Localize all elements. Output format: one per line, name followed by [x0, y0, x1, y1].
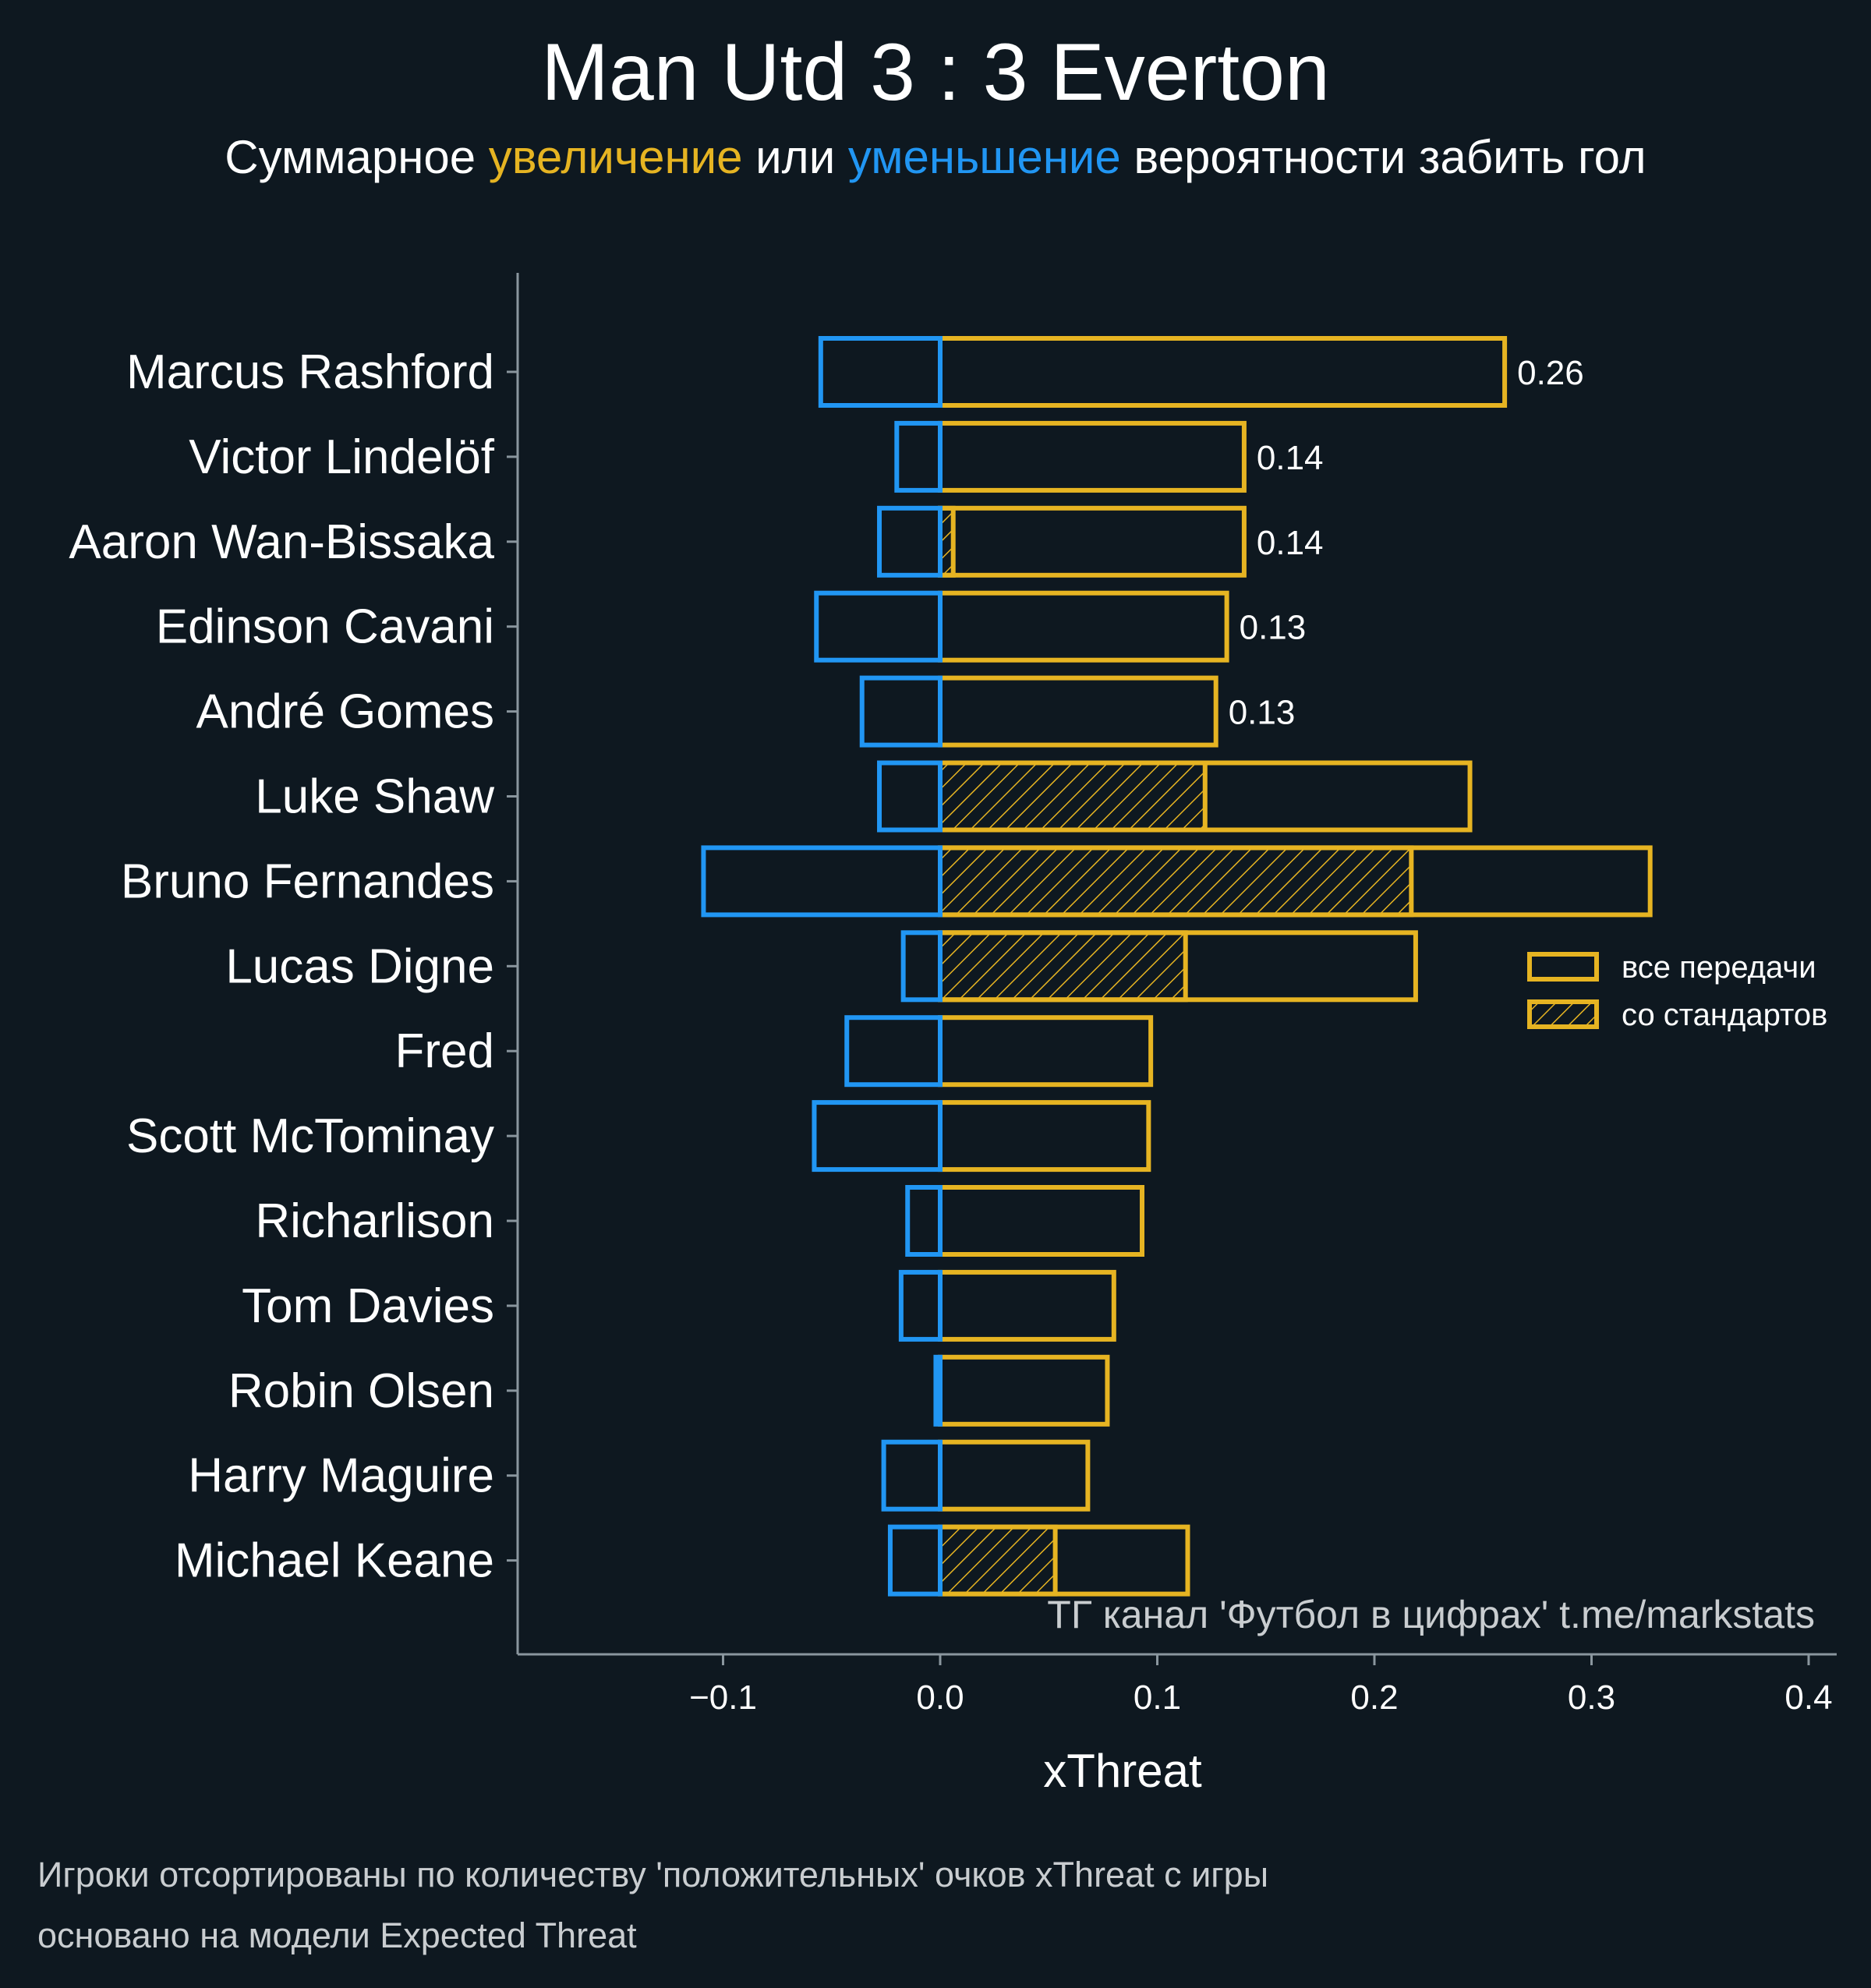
- bar-value-label: 0.14: [1257, 524, 1324, 562]
- subtitle-decrease-word: уменьшение: [848, 131, 1121, 183]
- bar-all-passes: [938, 1354, 1110, 1427]
- bar-decrease: [818, 336, 943, 408]
- bar-all-passes: [938, 590, 1229, 663]
- bar-decrease: [933, 1354, 943, 1427]
- y-tick-label: André Gomes: [196, 685, 494, 739]
- x-tick-label: 0.4: [1784, 1678, 1832, 1717]
- bar-decrease: [701, 845, 943, 918]
- footnote-model: основано на модели Expected Threat: [37, 1915, 637, 1955]
- subtitle-increase-word: увеличение: [489, 131, 743, 183]
- chart-title: Man Utd 3 : 3 Everton: [541, 27, 1330, 118]
- y-tick-label: Aaron Wan-Bissaka: [69, 515, 494, 569]
- chart-subtitle: Суммарное увеличение или уменьшение веро…: [225, 131, 1646, 183]
- legend-label-set-pieces: со стандартов: [1622, 998, 1827, 1032]
- bar-decrease: [859, 675, 943, 748]
- legend-label-all-passes: все передачи: [1622, 950, 1816, 985]
- bar-decrease: [905, 1185, 943, 1257]
- bar-all-passes: [938, 1100, 1151, 1173]
- bar-value-label: 0.13: [1240, 609, 1307, 647]
- bar-all-passes: [938, 1185, 1145, 1257]
- y-tick-label: Scott McTominay: [126, 1109, 494, 1163]
- bar-value-label: 0.13: [1229, 694, 1296, 732]
- bar-value-label: 0.26: [1517, 354, 1584, 392]
- y-tick-label: Bruno Fernandes: [121, 854, 494, 908]
- x-tick-label: 0.2: [1350, 1678, 1398, 1717]
- bar-decrease: [877, 505, 943, 578]
- subtitle-part2: или: [743, 131, 848, 183]
- legend: все передачи со стандартов: [1527, 950, 1827, 1032]
- y-tick-label: Harry Maguire: [188, 1449, 494, 1503]
- x-tick-label: 0.3: [1568, 1678, 1615, 1717]
- bar-decrease: [877, 760, 943, 833]
- bar-decrease: [844, 1015, 943, 1088]
- plot-area: −0.1 0.0 0.1 0.2 0.3 0.4 Marcus Rashford 0.26 Vi…: [69, 273, 1837, 1717]
- x-tick-label: −0.1: [689, 1678, 757, 1717]
- bar-all-passes: [938, 336, 1508, 408]
- y-tick-label: Tom Davies: [242, 1279, 494, 1333]
- legend-swatch-all-passes: [1527, 952, 1599, 982]
- x-tick-label: 0.1: [1134, 1678, 1181, 1717]
- y-tick-label: Luke Shaw: [255, 770, 494, 824]
- subtitle-part3: вероятности забить гол: [1121, 131, 1646, 183]
- bar-decrease: [812, 1100, 943, 1173]
- bar-set-pieces: [938, 930, 1188, 1003]
- y-tick-label: Fred: [395, 1024, 494, 1078]
- bar-decrease: [814, 590, 943, 663]
- footnote-sorting: Игроки отсортированы по количеству 'поло…: [37, 1855, 1268, 1894]
- y-tick-label: Lucas Digne: [225, 939, 494, 993]
- subtitle-part1: Суммарное: [225, 131, 488, 183]
- bar-value-label: 0.14: [1257, 439, 1324, 477]
- bar-set-pieces: [938, 1524, 1058, 1597]
- x-axis-label: xThreat: [1043, 1745, 1202, 1797]
- y-tick-label: Edinson Cavani: [156, 600, 494, 654]
- legend-swatch-set-pieces: [1527, 999, 1599, 1029]
- bar-decrease: [881, 1439, 943, 1512]
- y-tick-label: Robin Olsen: [228, 1364, 494, 1418]
- bar-all-passes: [938, 505, 1247, 578]
- bar-set-pieces: [938, 760, 1208, 833]
- y-tick-label: Victor Lindelöf: [189, 430, 495, 484]
- bar-set-pieces: [938, 845, 1414, 918]
- bar-decrease: [894, 420, 943, 493]
- bar-all-passes: [938, 1439, 1091, 1512]
- bar-decrease: [900, 930, 943, 1003]
- x-tick-label: 0.0: [916, 1678, 964, 1717]
- y-tick-label: Marcus Rashford: [126, 345, 494, 399]
- bar-all-passes: [938, 675, 1218, 748]
- bar-all-passes: [938, 420, 1247, 493]
- bar-all-passes: [938, 1269, 1116, 1342]
- bar-all-passes: [938, 1015, 1154, 1088]
- bar-decrease: [887, 1524, 943, 1597]
- y-tick-label: Michael Keane: [175, 1534, 494, 1588]
- bar-decrease: [898, 1269, 943, 1342]
- watermark: ТГ канал 'Футбол в цифрах' t.me/markstat…: [1047, 1593, 1815, 1636]
- y-tick-label: Richarlison: [255, 1194, 494, 1248]
